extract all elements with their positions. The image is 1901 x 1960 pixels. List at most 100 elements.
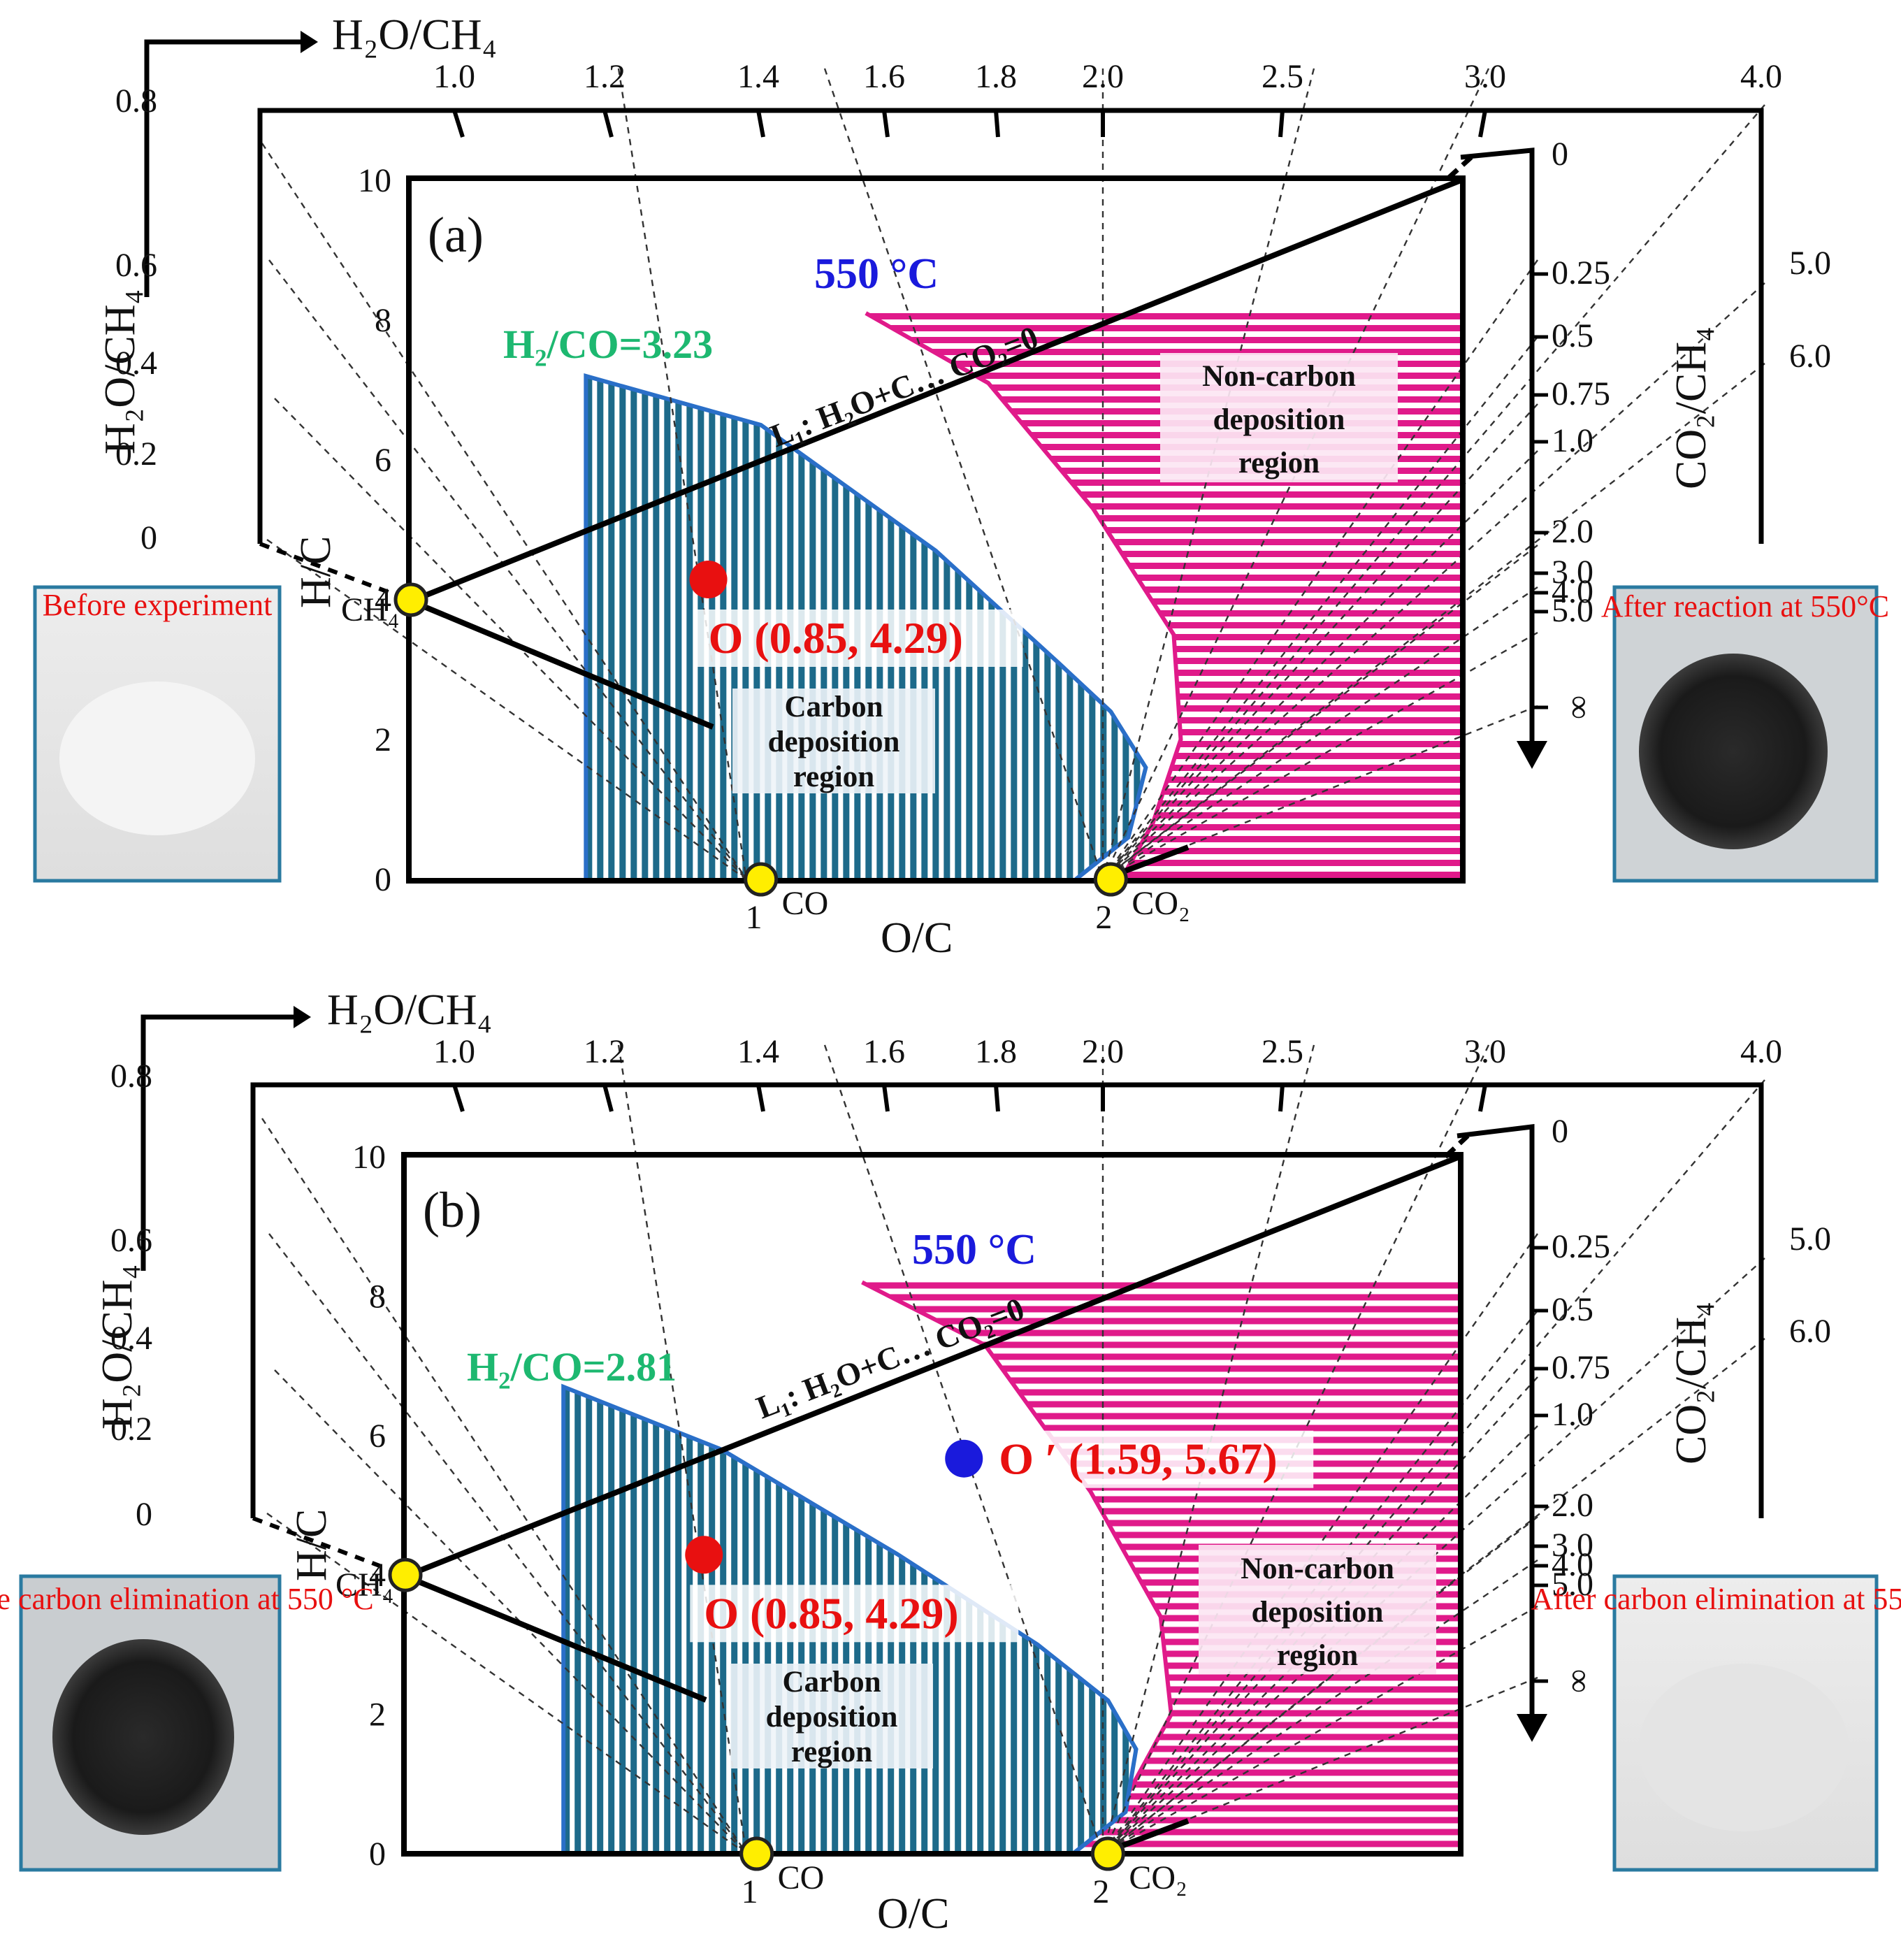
special-point-label: CO — [782, 885, 829, 922]
special-point-marker — [744, 862, 779, 897]
temperature-label-b: 550 °C — [912, 1226, 1036, 1274]
y-tick-label: 0 — [375, 861, 391, 898]
top-ticks-b — [452, 1084, 1487, 1112]
top-tick-label: 1.6 — [863, 58, 905, 95]
left-axis-label-b: H₂O/CH₄ — [94, 1264, 141, 1429]
right-axis-label-a: CO₂/CH₄ — [1668, 326, 1715, 489]
special-point-marker — [393, 582, 428, 617]
top-tick-labels-b: 1.0 1.2 1.4 1.6 1.8 2.0 2.5 3.0 4.0 — [433, 1033, 1782, 1070]
x-tick-label: 2 — [1095, 899, 1112, 936]
outer-tick-label: 6.0 — [1789, 1313, 1831, 1350]
special-point-label: CH₄ — [335, 1566, 393, 1604]
x-tick-label: 1 — [742, 1873, 758, 1910]
carbon-boundary — [561, 1383, 1139, 1856]
right-tick-label: 0.25 — [1552, 254, 1610, 291]
marks-a: CH₄ CO CO₂ O (0.85, 4.29) — [341, 561, 1190, 922]
dashed-guides-a — [261, 68, 1765, 881]
panel-b: H₂O/CH₄ H₂O/CH₄ CO₂/CH₄ H/C O/C 1.0 1.2 1.… — [0, 986, 1901, 1938]
y-tick-label: 8 — [369, 1278, 386, 1315]
special-point-marker — [1093, 862, 1128, 897]
right-ticks-a — [1532, 272, 1548, 709]
ch4-co2-line-a — [410, 598, 714, 730]
panel-tag-a: (a) — [428, 207, 484, 263]
photo-before-b: Before carbon elimination at 550 °C — [0, 1574, 374, 1872]
right-tick-label: 1.0 — [1552, 1396, 1593, 1433]
top-tick-label: 2.0 — [1082, 58, 1124, 95]
top-tick-labels-a: 1.0 1.2 1.4 1.6 1.8 2.0 2.5 3.0 4.0 — [433, 58, 1782, 95]
l1-label-b: L₁: H₂O+C… CO₂=0 — [751, 1290, 1029, 1425]
outer-frame-a — [144, 39, 1764, 755]
top-ticks-a — [452, 110, 1487, 138]
operating-point-marker — [689, 561, 728, 598]
left-tick-label: 0 — [140, 519, 157, 556]
top-tick-label: 4.0 — [1740, 58, 1782, 95]
y-tick-label: 6 — [369, 1418, 386, 1455]
left-tick-labels-a: 0.8 0.6 0.4 0.2 0 — [115, 82, 157, 556]
right-tick-label: 0.25 — [1552, 1228, 1610, 1265]
top-tick-label: 2.5 — [1262, 1033, 1303, 1070]
y-tick-labels-a: 0 2 4 6 8 10 — [358, 162, 391, 898]
top-tick-label: 1.4 — [737, 58, 779, 95]
special-point-label: CH₄ — [341, 591, 399, 628]
y-tick-label: 2 — [375, 721, 391, 758]
carbon-region-label-b: Carbon deposition region — [766, 1666, 898, 1768]
y-tick-label: 0 — [369, 1836, 386, 1873]
right-tick-label: ∞ — [1561, 696, 1598, 719]
left-tick-label: 0.2 — [110, 1411, 152, 1448]
special-point-label: CO₂ — [1132, 885, 1190, 922]
right-tick-label: 3.0 — [1552, 554, 1593, 591]
special-point-label: CO — [778, 1859, 825, 1896]
y-tick-label: 6 — [375, 442, 391, 479]
right-tick-label: 4.0 — [1552, 1546, 1593, 1583]
special-point-marker — [388, 1557, 423, 1592]
outer-tick-labels-a: 5.0 6.0 — [1789, 245, 1831, 375]
outer-frame-b — [140, 1014, 1764, 1728]
top-axis-label-b: H₂O/CH₄ — [327, 986, 492, 1034]
special-point-label: CO₂ — [1129, 1859, 1187, 1896]
right-tick-label: 2.0 — [1552, 513, 1593, 550]
y-tick-label: 2 — [369, 1696, 386, 1734]
top-tick-label: 4.0 — [1740, 1033, 1782, 1070]
special-point-marker — [1090, 1836, 1125, 1871]
photo-after-a: After reaction at 550°C — [1601, 585, 1889, 883]
l1-line-b — [404, 1154, 1461, 1579]
plot-frame-b — [401, 1152, 1463, 1857]
right-ticks-b — [1532, 1246, 1548, 1683]
top-tick-label: 1.4 — [737, 1033, 779, 1070]
noncarbon-region-label-b: Non-carbon deposition region — [1241, 1552, 1394, 1672]
xlabel-b: O/C — [877, 1890, 949, 1938]
y-tick-label: 4 — [375, 582, 391, 619]
operating-point-label: O (0.85, 4.29) — [709, 613, 963, 663]
right-tick-label: 1.0 — [1552, 422, 1593, 459]
noncarbon-region-label-a: Non-carbon deposition region — [1202, 360, 1356, 480]
carbon-region-label-a: Carbon deposition region — [768, 691, 900, 793]
ylabel-b: H/C — [288, 1509, 335, 1581]
y-tick-labels-b: 0 2 4 6 8 10 — [352, 1139, 386, 1873]
right-tick-label: 4.0 — [1552, 573, 1593, 610]
right-tick-label: 2.0 — [1552, 1487, 1593, 1524]
left-tick-labels-b: 0.8 0.6 0.4 0.2 0 — [110, 1058, 152, 1533]
panel-tag-b: (b) — [423, 1182, 482, 1238]
operating-point-marker — [685, 1536, 723, 1574]
temperature-label-a: 550 °C — [814, 250, 939, 298]
photo-after-b: After carbon elimination at 550 °C — [1531, 1574, 1901, 1872]
top-axis-label-a: H₂O/CH₄ — [332, 11, 497, 59]
top-tick-label: 1.8 — [975, 58, 1017, 95]
left-tick-label: 0.8 — [115, 82, 157, 120]
left-tick-label: 0.4 — [115, 345, 157, 382]
special-point-marker — [739, 1836, 774, 1871]
right-tick-label: ∞ — [1561, 1669, 1598, 1693]
x-tick-label: 1 — [746, 899, 762, 936]
x-tick-label: 2 — [1092, 1873, 1109, 1910]
left-tick-label: 0.2 — [115, 435, 157, 473]
operating-point-label: O ′ (1.59, 5.67) — [999, 1434, 1277, 1484]
photo-caption-right-a: After reaction at 550°C — [1601, 589, 1889, 624]
top-tick-label: 1.0 — [433, 1033, 475, 1070]
left-tick-label: 0 — [136, 1496, 152, 1533]
y-tick-label: 8 — [375, 302, 391, 339]
h2co-label-a: H₂/CO=3.23 — [503, 322, 713, 367]
ch4-co2-line-b — [404, 1573, 707, 1703]
right-tick-labels-a: 0 0.25 0.5 0.75 1.0 2.0 3.04.05.0 ∞ — [1552, 136, 1610, 719]
